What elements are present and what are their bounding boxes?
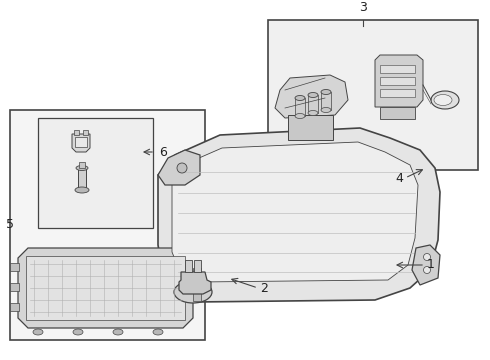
Polygon shape [179, 272, 211, 294]
Ellipse shape [174, 281, 212, 303]
Ellipse shape [73, 329, 83, 335]
Bar [380, 107, 415, 119]
Ellipse shape [321, 90, 331, 94]
Bar [268, 20, 478, 170]
Ellipse shape [308, 93, 318, 98]
Ellipse shape [113, 329, 123, 335]
Polygon shape [375, 55, 423, 107]
Bar [380, 65, 415, 73]
Bar [10, 303, 19, 311]
Circle shape [423, 266, 431, 274]
Polygon shape [158, 128, 440, 302]
Bar [308, 95, 318, 113]
Circle shape [423, 253, 431, 261]
Bar [79, 162, 85, 168]
Circle shape [177, 163, 187, 173]
Bar [38, 118, 153, 228]
Polygon shape [158, 150, 200, 185]
Polygon shape [18, 248, 193, 328]
Bar [321, 92, 331, 110]
Text: 3: 3 [359, 1, 367, 14]
Bar [74, 130, 79, 135]
Bar [10, 283, 19, 291]
Ellipse shape [431, 91, 459, 109]
Bar [75, 137, 87, 147]
Text: 4: 4 [395, 171, 403, 184]
Bar [83, 130, 88, 135]
Text: 2: 2 [260, 282, 268, 294]
Bar [193, 293, 201, 301]
Ellipse shape [434, 94, 452, 105]
Ellipse shape [75, 187, 89, 193]
Bar [26, 256, 185, 320]
Bar [78, 168, 86, 190]
Polygon shape [72, 134, 90, 152]
Polygon shape [275, 75, 348, 118]
Ellipse shape [153, 329, 163, 335]
Bar [194, 260, 201, 272]
Ellipse shape [295, 95, 305, 100]
Bar [295, 98, 305, 116]
Bar [10, 263, 19, 271]
Bar [380, 77, 415, 85]
Polygon shape [412, 245, 440, 285]
Ellipse shape [295, 113, 305, 118]
Ellipse shape [33, 329, 43, 335]
Ellipse shape [321, 108, 331, 112]
Text: 1: 1 [427, 258, 435, 271]
Ellipse shape [308, 111, 318, 116]
Text: 5: 5 [6, 219, 14, 231]
Bar [193, 268, 201, 276]
Bar [10, 110, 205, 340]
Bar [288, 115, 333, 140]
Polygon shape [172, 142, 418, 282]
Bar [380, 89, 415, 97]
Bar [185, 260, 192, 272]
Ellipse shape [76, 166, 88, 171]
Text: 6: 6 [159, 145, 167, 158]
